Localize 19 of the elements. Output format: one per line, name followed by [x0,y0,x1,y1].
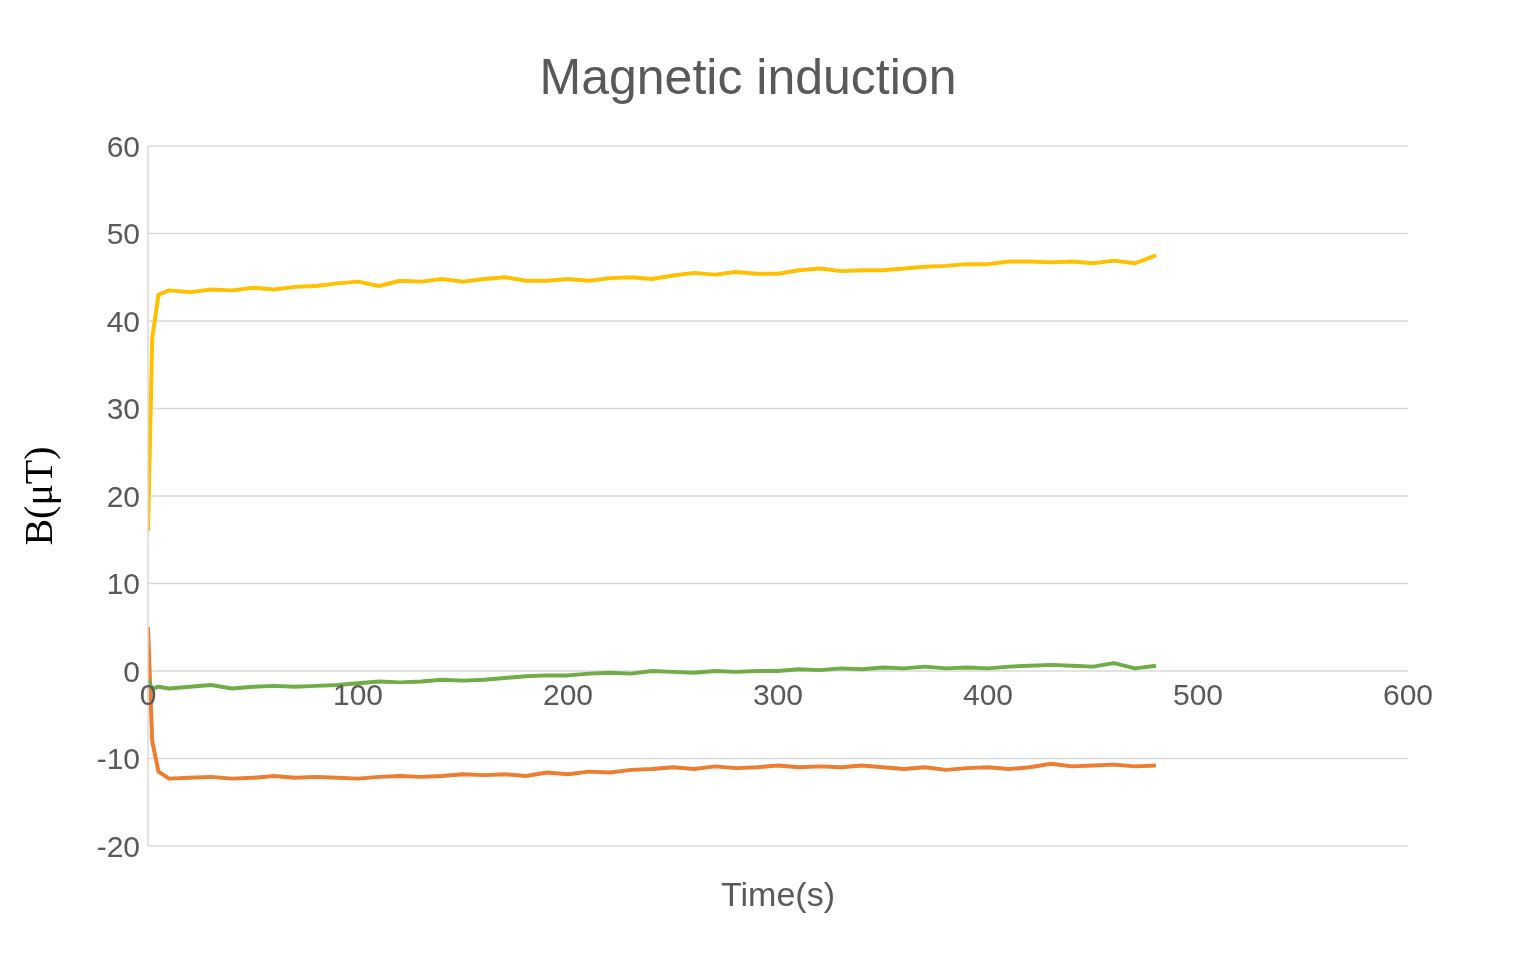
y-axis-title: B(μT) [14,446,62,546]
x-tick-label: 400 [962,678,1014,711]
x-tick-label: 100 [332,678,384,711]
y-tick-label: 30 [106,392,140,426]
line-series [148,253,1158,533]
y-tick-label: 20 [106,479,140,513]
y-tick-label: 0 [123,654,140,688]
y-tick-label: 50 [106,217,140,251]
y-tick-label: 10 [106,567,140,601]
y-tick-label: -10 [96,742,140,776]
x-axis-title: Time(s) [721,875,835,913]
x-tick-label: 600 [1382,678,1434,711]
chart-title: Magnetic induction [538,48,958,106]
x-tick-label: 300 [752,678,804,711]
y-tick-label: 40 [106,304,140,338]
x-tick-label: 200 [542,678,594,711]
y-tick-label: 60 [106,129,140,163]
x-tick-label: 500 [1172,678,1224,711]
y-tick-label: -20 [96,829,140,863]
